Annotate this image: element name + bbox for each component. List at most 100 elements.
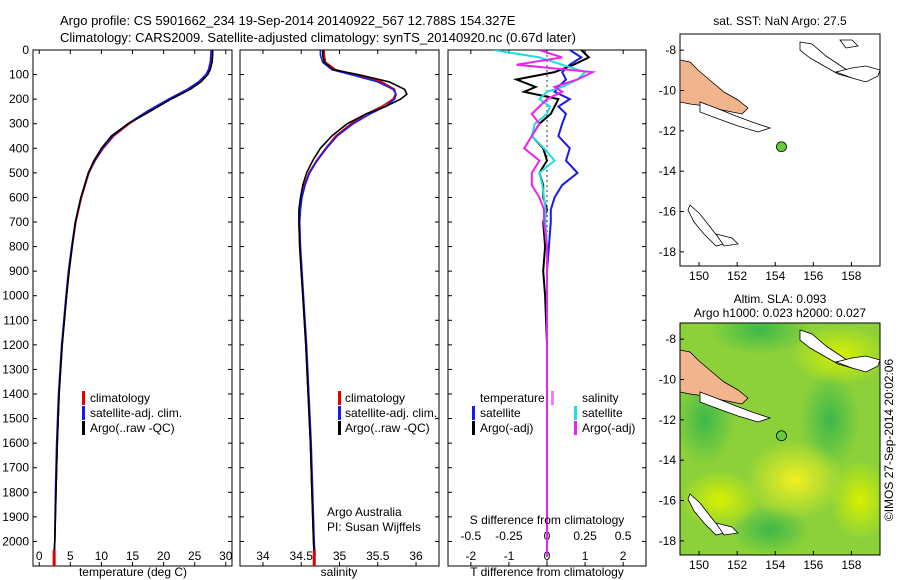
sla-high-4 <box>830 460 880 540</box>
salinity-axis-label: salinity <box>321 565 358 579</box>
map-lat-label: -12 <box>659 124 677 138</box>
depth-tick-label: 1700 <box>2 461 29 475</box>
map-lon-label: 156 <box>803 269 823 283</box>
legend-swatch-climatology <box>82 391 85 405</box>
x-tick-label: -2 <box>466 549 477 563</box>
s-tick-label: 0.5 <box>615 529 632 543</box>
legend-title-temperature: temperature <box>480 391 545 405</box>
map-lon-label: 158 <box>841 558 861 572</box>
depth-tick-label: 1400 <box>2 387 29 401</box>
queensland-reef-2 <box>715 522 739 536</box>
header-line-2: Climatology: CARS2009. Satellite-adjuste… <box>60 30 576 45</box>
s-tick-label: -0.25 <box>495 529 523 543</box>
solomon-island-2 <box>839 39 859 49</box>
depth-tick-label: 900 <box>9 264 29 278</box>
map-lat-label: -8 <box>665 43 676 57</box>
map-lon-label: 152 <box>727 558 747 572</box>
map-lat-label: -18 <box>659 534 677 548</box>
series-line-2 <box>53 50 214 557</box>
difference-panel: -2 -1 0 1 2 -0.5 -0.25 0 0.25 0.5 T difference f… <box>447 49 647 579</box>
solomon-island <box>834 355 880 373</box>
x-tick-label: 15 <box>126 549 140 563</box>
sst-map-title: sat. SST: NaN Argo: 27.5 <box>713 14 847 28</box>
depth-tick-label: 200 <box>9 92 29 106</box>
map-lon-label: 154 <box>765 558 785 572</box>
legend-label-satellite: satellite-adj. clim. <box>90 406 182 420</box>
salinity-plot-frame <box>239 49 440 567</box>
s-difference-axis-label: S difference from climatology <box>470 513 625 527</box>
legend-label-t-satellite: satellite <box>480 406 521 420</box>
depth-tick-label: 1600 <box>2 436 29 450</box>
map-lat-label: -12 <box>659 413 677 427</box>
sst-coastline <box>680 39 880 247</box>
depth-tick-label: 300 <box>9 117 29 131</box>
sla-map-frame <box>679 322 881 556</box>
map-lat-label: -16 <box>659 494 677 508</box>
legend-label-argo: Argo(..raw -QC) <box>90 421 175 435</box>
legend-label-t-argo: Argo(-adj) <box>480 421 533 435</box>
argo-australia-note: Argo Australia <box>327 505 402 519</box>
salinity-depth-ticks <box>240 49 439 542</box>
depth-tick-label: 1500 <box>2 412 29 426</box>
legend-label-s-satellite: satellite <box>582 406 623 420</box>
x-tick-label: 10 <box>95 549 109 563</box>
map-lat-label: -14 <box>659 164 677 178</box>
depth-tick-label: 1100 <box>3 313 29 327</box>
louisiade-island <box>699 101 772 133</box>
map-lon-label: 150 <box>689 269 709 283</box>
x-tick-label: 20 <box>157 549 171 563</box>
depth-tick-label: 100 <box>9 68 29 82</box>
s-tick-label: 0.25 <box>573 529 597 543</box>
map-lat-label: -14 <box>659 453 677 467</box>
x-tick-label: 1 <box>582 549 589 563</box>
depth-tick-label: 1900 <box>2 510 29 524</box>
map-lat-label: -18 <box>659 245 677 259</box>
difference-series <box>493 50 597 557</box>
temperature-axis-label: temperature (deg C) <box>79 565 187 579</box>
queensland-reef-2 <box>715 233 739 247</box>
legend-label-climatology: climatology <box>345 391 405 405</box>
sst-map: sat. SST: NaN Argo: 27.5 150 152 154 156 158… <box>659 14 881 283</box>
legend-swatch-argo <box>338 421 341 435</box>
temperature-legend: climatology satellite-adj. clim. Argo(..… <box>82 391 182 435</box>
solomon-island-1 <box>834 65 880 83</box>
legend-swatch-climatology <box>338 391 341 405</box>
temperature-axis: 0 5 10 15 20 25 30 <box>36 50 233 566</box>
legend-swatch-t-argo <box>472 421 475 435</box>
map-lat-label: -10 <box>659 372 677 386</box>
sla-low-1 <box>710 323 810 355</box>
argo-float-marker <box>776 430 787 442</box>
t-difference-axis-label: T difference from climatology <box>470 565 624 579</box>
depth-tick-label: 0 <box>22 43 29 57</box>
legend-title-salinity: salinity <box>582 391 619 405</box>
sla-map: Altim. SLA: 0.093 Argo h1000: 0.023 h200… <box>659 292 896 572</box>
depth-axis: 0 100 200 300 400 500 600 700 800 900 1000 1100 1200… <box>2 43 232 548</box>
queensland-reef <box>687 493 725 536</box>
legend-swatch-t-satellite <box>472 406 475 420</box>
s-tick-label: -0.5 <box>461 529 482 543</box>
x-tick-label: 34 <box>256 549 270 563</box>
depth-tick-label: 700 <box>9 215 29 229</box>
pi-note: PI: Susan Wijffels <box>327 520 421 534</box>
legend-label-s-argo: Argo(-adj) <box>582 421 635 435</box>
depth-tick-label: 600 <box>9 190 29 204</box>
salinity-axis: 34 34.5 35 35.5 36 <box>256 50 423 566</box>
depth-tick-label: 1000 <box>2 289 29 303</box>
legend-swatch-s-argo <box>574 421 577 435</box>
sla-heatmap <box>680 323 880 555</box>
x-tick-label: 25 <box>188 549 202 563</box>
map-lon-label: 150 <box>689 558 709 572</box>
temperature-plot-frame <box>32 49 233 567</box>
legend-swatch-argo <box>82 421 85 435</box>
series-line-3 <box>516 50 597 557</box>
sla-map-title-1: Altim. SLA: 0.093 <box>734 292 827 306</box>
queensland-reef-1 <box>687 204 725 247</box>
map-lon-label: 156 <box>803 558 823 572</box>
depth-tick-label: 1300 <box>2 362 29 376</box>
series-line-2 <box>298 50 408 557</box>
depth-tick-label: 1800 <box>2 485 29 499</box>
depth-tick-label: 1200 <box>2 338 29 352</box>
sst-map-axes: 150 152 154 156 158 -8 -10 -12 -14 -16 -18 <box>659 43 862 283</box>
legend-swatch-satellite <box>338 406 341 420</box>
argo-float-marker <box>776 141 787 153</box>
